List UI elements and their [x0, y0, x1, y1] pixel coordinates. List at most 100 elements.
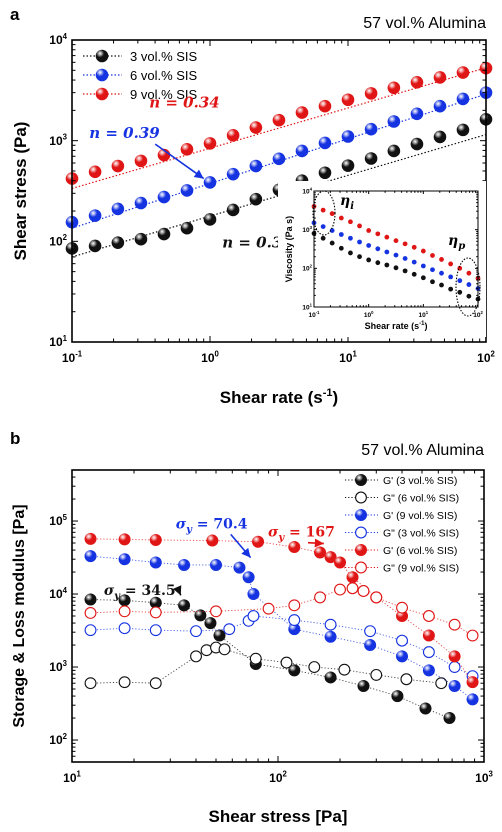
data-point [466, 693, 479, 706]
sigma-symbol: σ [176, 516, 187, 532]
y-tick-base: 10 [49, 733, 63, 747]
x-tick-exp: 0 [215, 350, 220, 359]
inset-data-point [402, 268, 408, 274]
y-tick-base: 10 [49, 235, 63, 249]
data-point [364, 625, 377, 638]
data-point [435, 677, 448, 690]
data-point [422, 610, 435, 622]
data-point [233, 561, 246, 574]
inset-data-point [430, 267, 435, 273]
y-tick-base: 10 [49, 587, 63, 601]
legend-marker [355, 474, 367, 486]
inset-data-point [375, 246, 381, 252]
data-point [84, 550, 97, 563]
data-point [324, 618, 337, 631]
y-tick-exp: 2 [63, 732, 68, 741]
legend-label: 3 vol.% SIS [130, 49, 198, 64]
eta-symbol: η [448, 233, 458, 249]
inset-data-point [384, 262, 390, 268]
y-tick-exp: 5 [63, 513, 68, 522]
data-point [88, 165, 102, 179]
data-point [456, 66, 470, 79]
x-tick-exp: 2 [491, 350, 496, 359]
data-point [314, 546, 327, 559]
inset-data-point [366, 257, 372, 263]
legend-label: G' (9 vol.% SIS) [383, 510, 457, 522]
inset-data-point [357, 239, 362, 245]
legend-label: 9 vol.% SIS [130, 87, 198, 102]
inset-data-point [375, 231, 381, 237]
data-point [190, 650, 202, 663]
inset-data-point [393, 252, 399, 258]
legend-label: G' (6 vol.% SIS) [383, 545, 457, 557]
data-point [288, 541, 301, 554]
data-point [364, 122, 378, 136]
data-point [88, 239, 102, 253]
data-point [341, 130, 355, 143]
inset-data-point [411, 259, 417, 265]
inset-data-point [439, 270, 444, 276]
inset-data-point [420, 275, 426, 281]
inset-data-point [457, 278, 463, 284]
legend-marker [355, 509, 367, 521]
inset-data-point [338, 245, 344, 251]
inset-data-point [348, 250, 353, 256]
data-point [433, 71, 447, 84]
x-tick-label: 102 [473, 310, 483, 319]
arrow-head [241, 547, 251, 558]
data-point [334, 583, 346, 596]
x-tick-label: 100 [201, 350, 219, 365]
data-point [149, 606, 162, 619]
legend-label: G" (3 vol.% SIS) [383, 528, 459, 540]
legend-label: G" (6 vol.% SIS) [383, 493, 459, 505]
annotation-n: n = 0.37 [222, 234, 293, 252]
data-point [249, 121, 263, 134]
data-point [443, 712, 456, 725]
data-point [218, 643, 231, 656]
x-tick-exp: 1 [353, 350, 358, 359]
y-tick-exp: 1 [310, 302, 313, 307]
data-point [111, 159, 125, 173]
data-point [396, 601, 408, 614]
y-tick-base: 10 [302, 266, 310, 273]
data-point [387, 144, 401, 158]
inset-ellipse-initial [312, 190, 336, 236]
inset-ellipse-plateau [455, 257, 481, 317]
data-point [111, 236, 125, 249]
y-tick-base: 10 [49, 134, 63, 148]
sigma-value: = 70.4 [192, 516, 248, 532]
series-line [90, 555, 473, 700]
data-point [357, 585, 370, 597]
data-point [370, 591, 383, 604]
inset-data-point [466, 270, 472, 276]
inset-data-point [366, 243, 372, 248]
x-tick-label: 10-1 [309, 310, 321, 319]
data-point [466, 676, 479, 689]
inset-frame [313, 190, 479, 308]
data-point [288, 614, 301, 627]
x-tick-base: 10 [475, 771, 489, 785]
data-point [466, 629, 479, 642]
data-point [209, 558, 222, 571]
y-tick-exp: 4 [63, 32, 68, 41]
series-line [90, 615, 473, 677]
y-tick-label: 103 [49, 659, 67, 674]
data-point [318, 99, 332, 113]
y-tick-exp: 3 [310, 225, 313, 230]
sigma-value: = 167 [284, 525, 335, 541]
data-point [111, 202, 125, 216]
chart-title-b: 57 vol.% Alumina [361, 442, 484, 459]
data-point [324, 671, 337, 684]
data-point [346, 582, 359, 595]
x-tick-label: 101 [419, 310, 429, 319]
legend-label: G" (9 vol.% SIS) [383, 563, 459, 575]
data-point [448, 679, 461, 692]
data-point [400, 673, 413, 686]
arrow-head [173, 585, 182, 596]
data-point [288, 599, 301, 612]
inset-data-point [402, 241, 408, 247]
inset-data-point [457, 289, 463, 295]
annotation-arrow [154, 143, 205, 180]
legend-marker [355, 526, 367, 539]
